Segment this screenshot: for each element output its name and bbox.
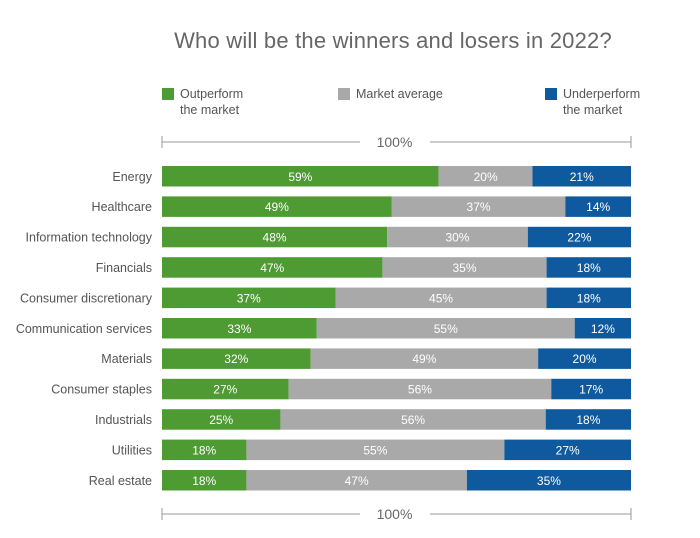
data-label-consumer-discretionary-underperform: 18% <box>577 291 601 305</box>
data-label-financials-outperform: 47% <box>260 261 284 275</box>
data-label-consumer-staples-underperform: 17% <box>579 383 603 397</box>
legend-swatch-average <box>338 88 350 100</box>
bar-segment-information-technology-average <box>387 226 528 248</box>
legend-label-outperform: Outperform the market <box>180 87 244 117</box>
data-label-energy-average: 20% <box>474 170 498 184</box>
bar-segment-materials-underperform <box>538 348 631 369</box>
data-label-information-technology-underperform: 22% <box>567 231 591 245</box>
data-label-information-technology-average: 30% <box>445 231 469 245</box>
data-label-energy-outperform: 59% <box>288 170 312 184</box>
category-label-consumer-discretionary: Consumer discretionary <box>20 291 153 305</box>
bar-segment-healthcare-outperform <box>162 196 392 217</box>
scale-label-top: 100% <box>377 134 413 150</box>
bar-segment-real-estate-outperform <box>162 470 247 491</box>
category-label-information-technology: Information technology <box>26 231 153 245</box>
legend-swatch-underperform <box>545 88 557 100</box>
bar-segment-communication-services-outperform <box>162 318 317 339</box>
bar-segment-energy-average <box>438 166 533 187</box>
legend-swatch-outperform <box>162 88 174 100</box>
bar-segment-energy-outperform <box>162 166 439 187</box>
data-label-communication-services-outperform: 33% <box>227 322 251 336</box>
data-label-consumer-discretionary-outperform: 37% <box>237 291 261 305</box>
bar-segment-healthcare-underperform <box>565 196 631 217</box>
data-label-utilities-outperform: 18% <box>192 443 216 457</box>
bar-segment-utilities-underperform <box>504 439 631 461</box>
data-label-consumer-staples-average: 56% <box>408 383 432 397</box>
bar-segment-consumer-staples-outperform <box>162 378 289 400</box>
bar-segment-communication-services-underperform <box>574 318 631 339</box>
bar-segment-financials-underperform <box>546 257 631 278</box>
legend-label-average: Market average <box>356 87 443 101</box>
bar-segment-information-technology-underperform <box>527 226 631 248</box>
data-label-materials-outperform: 32% <box>224 352 248 366</box>
bar-segment-materials-average <box>310 348 539 369</box>
category-label-real-estate: Real estate <box>89 474 152 488</box>
bar-segment-consumer-staples-average <box>288 378 552 400</box>
data-label-financials-underperform: 18% <box>577 261 601 275</box>
category-label-financials: Financials <box>96 261 152 275</box>
data-label-energy-underperform: 21% <box>570 170 594 184</box>
data-label-utilities-average: 55% <box>363 443 387 457</box>
data-label-healthcare-average: 37% <box>467 200 491 214</box>
data-label-real-estate-underperform: 35% <box>537 474 561 488</box>
data-label-information-technology-outperform: 48% <box>263 231 287 245</box>
bar-segment-industrials-outperform <box>162 409 281 430</box>
category-label-energy: Energy <box>112 170 152 184</box>
bar-segment-real-estate-underperform <box>466 470 631 491</box>
data-label-communication-services-average: 55% <box>434 322 458 336</box>
category-label-communication-services: Communication services <box>16 322 152 336</box>
bar-segment-financials-average <box>382 257 547 278</box>
data-label-industrials-underperform: 18% <box>576 413 600 427</box>
bar-segment-healthcare-average <box>391 196 566 217</box>
bar-segment-consumer-discretionary-outperform <box>162 287 336 309</box>
bar-segment-consumer-staples-underperform <box>551 378 631 400</box>
bar-segment-information-technology-outperform <box>162 226 388 248</box>
data-label-healthcare-outperform: 49% <box>265 200 289 214</box>
data-label-financials-average: 35% <box>452 261 476 275</box>
data-label-real-estate-outperform: 18% <box>192 474 216 488</box>
data-label-materials-average: 49% <box>412 352 436 366</box>
data-label-utilities-underperform: 27% <box>556 443 580 457</box>
bar-segment-utilities-outperform <box>162 439 247 461</box>
bar-segment-materials-outperform <box>162 348 311 369</box>
category-label-utilities: Utilities <box>112 443 152 457</box>
data-label-communication-services-underperform: 12% <box>591 322 615 336</box>
data-label-industrials-outperform: 25% <box>209 413 233 427</box>
chart-title: Who will be the winners and losers in 20… <box>174 28 612 53</box>
data-label-materials-underperform: 20% <box>573 352 597 366</box>
bar-segment-utilities-average <box>246 439 505 461</box>
bar-segment-industrials-average <box>280 409 546 430</box>
category-label-materials: Materials <box>101 352 152 366</box>
data-label-consumer-staples-outperform: 27% <box>213 383 237 397</box>
data-label-real-estate-average: 47% <box>345 474 369 488</box>
bar-segment-industrials-underperform <box>545 409 631 430</box>
bar-segment-consumer-discretionary-average <box>335 287 547 309</box>
category-label-consumer-staples: Consumer staples <box>51 383 152 397</box>
data-label-healthcare-underperform: 14% <box>586 200 610 214</box>
bar-segment-communication-services-average <box>316 318 575 339</box>
bar-segment-financials-outperform <box>162 257 383 278</box>
legend-label-underperform: Underperform the market <box>563 87 641 117</box>
bar-segment-energy-underperform <box>532 166 631 187</box>
category-label-industrials: Industrials <box>95 413 152 427</box>
data-label-industrials-average: 56% <box>401 413 425 427</box>
category-label-healthcare: Healthcare <box>92 200 152 214</box>
scale-label-bottom: 100% <box>377 506 413 522</box>
bar-segment-consumer-discretionary-underperform <box>546 287 631 309</box>
data-label-consumer-discretionary-average: 45% <box>429 291 453 305</box>
bar-segment-real-estate-average <box>246 470 467 491</box>
